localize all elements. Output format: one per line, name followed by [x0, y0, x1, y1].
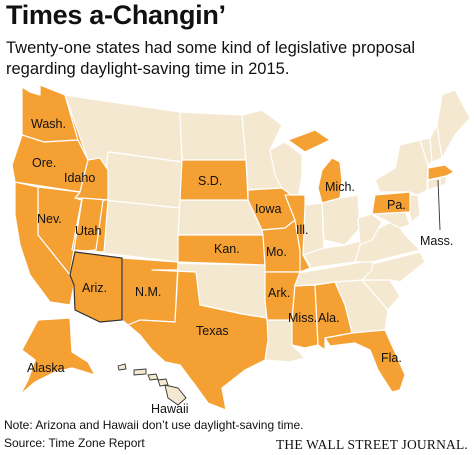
label-wash: Wash.	[31, 117, 66, 131]
label-mo: Mo.	[266, 245, 287, 259]
map-title: Times a-Changin’	[6, 0, 226, 30]
label-texas: Texas	[196, 324, 229, 338]
label-ark: Ark.	[268, 286, 290, 300]
state-maine	[436, 89, 471, 159]
state-florida	[324, 329, 406, 393]
state-west-virginia	[357, 213, 383, 246]
state-idaho	[64, 94, 109, 201]
state-massachusetts	[427, 164, 455, 181]
map-subtitle: Twenty-one states had some kind of legis…	[6, 39, 416, 78]
state-washington	[21, 84, 79, 143]
label-ill: Ill.	[296, 223, 309, 237]
publisher-logo: THE WALL STREET JOURNAL.	[275, 437, 468, 452]
state-illinois	[284, 194, 311, 273]
state-utah	[69, 197, 109, 276]
state-wisconsin	[269, 141, 303, 201]
label-hawaii: Hawaii	[151, 402, 189, 416]
footnote: Note: Arizona and Hawaii don’t use dayli…	[4, 418, 304, 432]
label-utah: Utah	[75, 224, 101, 238]
label-pa: Pa.	[387, 198, 406, 212]
state-california	[14, 181, 75, 306]
state-pennsylvania	[371, 191, 411, 215]
label-kan: Kan.	[214, 242, 240, 256]
state-ohio	[321, 194, 361, 246]
state-wyoming	[102, 151, 183, 209]
label-sd: S.D.	[198, 174, 222, 188]
state-new-york	[374, 139, 429, 196]
state-north-carolina	[361, 251, 426, 283]
label-mich: Mich.	[325, 180, 355, 194]
label-nev: Nev.	[37, 212, 62, 226]
label-idaho: Idaho	[64, 171, 95, 185]
label-ala: Ala.	[318, 311, 340, 325]
label-ariz: Ariz.	[82, 281, 107, 295]
label-miss: Miss.	[288, 311, 317, 325]
label-mass: Mass.	[420, 234, 453, 248]
source-line: Source: Time Zone Report	[4, 436, 145, 450]
state-michigan	[287, 129, 343, 204]
mass-leader-line	[437, 179, 441, 231]
state-hawaii	[117, 363, 187, 406]
state-north-dakota	[179, 111, 247, 161]
label-nm: N.M.	[135, 285, 161, 299]
label-fla: Fla.	[381, 351, 402, 365]
label-alaska: Alaska	[27, 361, 65, 375]
state-arizona	[69, 251, 123, 323]
label-ore: Ore.	[32, 156, 56, 170]
state-alaska	[19, 317, 96, 396]
label-iowa: Iowa	[255, 202, 281, 216]
state-texas	[127, 269, 269, 411]
